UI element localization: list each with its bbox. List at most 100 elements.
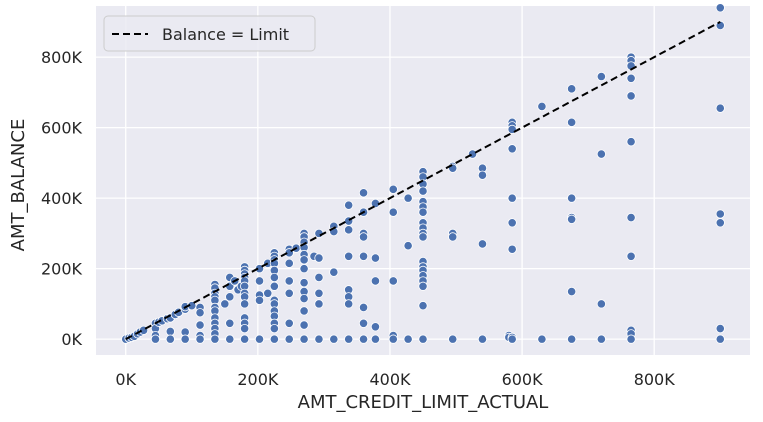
data-point (403, 193, 413, 203)
data-point (165, 334, 175, 344)
data-point (358, 334, 369, 344)
data-point (195, 334, 205, 344)
x-tick-label: 200K (237, 370, 279, 389)
y-tick-label: 400K (41, 189, 83, 208)
data-point (254, 295, 265, 305)
data-point (418, 301, 428, 311)
data-point (626, 91, 636, 101)
data-point (388, 184, 398, 194)
data-point (344, 251, 354, 261)
data-point (567, 117, 577, 127)
data-point (284, 258, 294, 268)
data-point (284, 288, 294, 298)
data-point (596, 299, 606, 309)
reference-line (125, 20, 721, 341)
data-point (299, 264, 309, 274)
data-point (299, 334, 309, 344)
data-point (344, 299, 354, 309)
data-point (477, 334, 488, 344)
legend-label: Balance = Limit (162, 25, 289, 44)
data-point (314, 253, 324, 263)
data-point (210, 334, 220, 344)
data-point (269, 281, 279, 291)
data-point (388, 334, 398, 344)
legend-box (103, 15, 316, 52)
data-point (715, 3, 725, 13)
y-axis-title: AMT_BALANCE (8, 119, 29, 252)
data-point (314, 299, 324, 309)
data-point (715, 103, 725, 113)
data-point (284, 318, 294, 328)
data-point (314, 334, 324, 344)
data-point (567, 214, 577, 224)
data-point (507, 218, 517, 228)
data-point (225, 334, 235, 344)
data-point (418, 334, 428, 344)
data-point (344, 334, 354, 344)
y-tick-label: 600K (41, 119, 83, 138)
data-point (567, 84, 577, 94)
data-point (225, 292, 235, 302)
data-point (715, 334, 725, 344)
data-point (284, 334, 294, 344)
data-point (370, 253, 381, 263)
data-point (537, 101, 547, 112)
data-point (477, 170, 488, 180)
data-point (626, 212, 636, 223)
y-tick-label: 200K (41, 260, 83, 279)
x-tick-label: 600K (502, 370, 544, 389)
legend: Balance = Limit (103, 15, 316, 52)
data-point (269, 323, 279, 334)
data-point (358, 302, 369, 313)
data-point (370, 322, 381, 332)
data-point (448, 334, 458, 344)
y-axis-ticks: 0K 200K 400K 600K 800K (41, 48, 83, 349)
data-point (626, 73, 636, 83)
data-point (567, 334, 577, 344)
data-point (314, 272, 324, 283)
data-point (329, 334, 339, 344)
data-point (150, 334, 161, 344)
data-point (507, 334, 517, 344)
data-point (715, 218, 725, 228)
data-point (240, 334, 250, 344)
x-axis-title: AMT_CREDIT_LIMIT_ACTUAL (298, 392, 549, 413)
data-point (299, 306, 309, 316)
data-point (344, 200, 354, 210)
data-point (596, 149, 606, 159)
x-tick-label: 0K (115, 370, 136, 389)
data-point (715, 209, 725, 219)
data-point (299, 293, 309, 304)
data-point (418, 186, 428, 196)
data-point (418, 232, 428, 242)
data-point (269, 334, 279, 344)
data-point (596, 71, 606, 82)
y-tick-label: 0K (61, 330, 82, 349)
y-tick-label: 800K (41, 48, 83, 67)
data-point (358, 188, 369, 198)
data-point (626, 334, 636, 344)
data-point (344, 225, 354, 235)
data-point (314, 288, 324, 298)
data-point (418, 207, 428, 217)
data-point (626, 137, 636, 147)
data-point (254, 334, 265, 344)
data-point (240, 323, 250, 334)
data-point (254, 276, 265, 286)
data-point (358, 318, 369, 328)
data-point (370, 276, 381, 286)
data-point (418, 281, 428, 291)
data-point (626, 251, 636, 261)
data-point (225, 318, 235, 328)
data-point (370, 334, 381, 344)
data-point (180, 334, 190, 344)
data-point (403, 241, 413, 251)
x-tick-label: 400K (369, 370, 411, 389)
data-point (596, 334, 606, 344)
data-point (195, 320, 205, 330)
data-point (507, 193, 517, 203)
data-point (299, 320, 309, 330)
data-point (448, 232, 458, 242)
data-point (195, 308, 205, 318)
